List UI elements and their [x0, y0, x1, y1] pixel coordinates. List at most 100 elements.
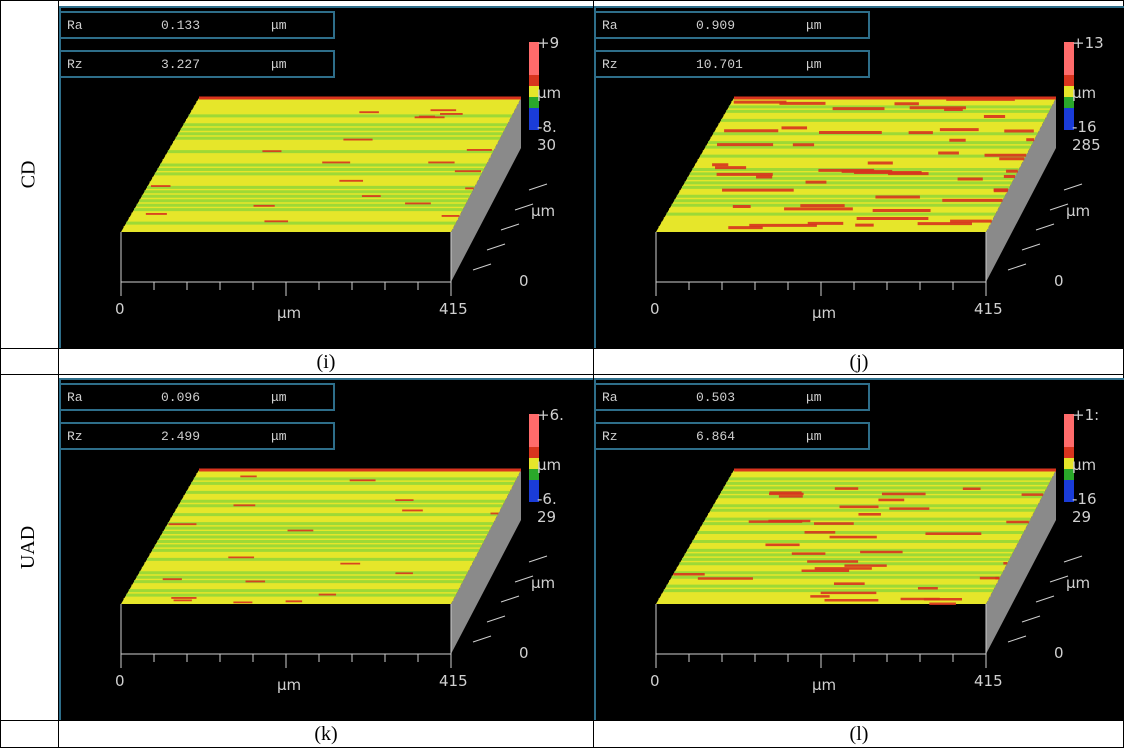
scale-unit-label: μm — [537, 84, 562, 102]
y-axis-zero: 0 — [519, 272, 529, 290]
scale-depth-label: 29 — [537, 508, 557, 526]
ra-readout: Ra 0.096 μm — [59, 383, 335, 411]
scale-depth-label: 30 — [537, 136, 557, 154]
color-scale-segment — [529, 491, 539, 502]
rz-label: Rz — [602, 429, 618, 444]
color-scale-segment — [529, 86, 539, 97]
color-scale-segment — [1064, 425, 1074, 436]
ra-unit: μm — [806, 18, 822, 33]
scale-unit-label: μm — [1072, 456, 1097, 474]
caption-i: (i) — [316, 350, 336, 373]
scale-bottom-label: -16 — [1072, 490, 1097, 508]
ra-value: 0.503 — [696, 390, 736, 405]
y-axis-tick — [1049, 575, 1069, 583]
color-scale-segment — [1064, 42, 1074, 53]
x-axis-start: 0 — [650, 300, 660, 318]
color-scale-segment — [529, 458, 539, 469]
surface-panel-j: Ra 0.909 μm Rz 10.701 μm +13 μm -16 285 … — [594, 6, 1124, 348]
rz-unit: μm — [271, 57, 287, 72]
rz-readout: Rz 6.864 μm — [594, 422, 870, 450]
y-axis-zero: 0 — [1054, 644, 1064, 662]
y-axis-tick — [472, 263, 492, 271]
color-scale-segment — [529, 480, 539, 491]
ra-readout: Ra 0.133 μm — [59, 11, 335, 39]
x-axis-start: 0 — [115, 672, 125, 690]
scale-depth-label: 29 — [1072, 508, 1092, 526]
ra-readout: Ra 0.503 μm — [594, 383, 870, 411]
color-scale-segment — [1064, 491, 1074, 502]
x-axis-start: 0 — [650, 672, 660, 690]
surface-panel-i: Ra 0.133 μm Rz 3.227 μm +9 μm -8. 30 μm … — [59, 6, 593, 348]
y-axis-tick — [1035, 595, 1055, 603]
panel-frame-top — [594, 6, 1124, 8]
panel-frame-left — [59, 378, 61, 720]
scale-top-label: +9 — [537, 34, 560, 52]
color-scale-segment — [529, 42, 539, 53]
surface-3d-plot — [655, 414, 1083, 668]
color-scale-segment — [1064, 458, 1074, 469]
y-axis-tick — [528, 555, 548, 563]
y-axis-zero: 0 — [1054, 272, 1064, 290]
y-axis-tick — [500, 595, 520, 603]
surface-panel-k: Ra 0.096 μm Rz 2.499 μm +6. μm -6. 29 μm… — [59, 378, 593, 720]
ra-unit: μm — [271, 18, 287, 33]
y-axis-tick — [1007, 263, 1027, 271]
x-axis-start: 0 — [115, 300, 125, 318]
color-scale-segment — [529, 53, 539, 64]
color-scale-segment — [1064, 436, 1074, 447]
surface-side-face — [451, 470, 521, 654]
y-axis-unit: μm — [1066, 202, 1091, 220]
y-axis-tick — [1063, 183, 1083, 191]
ra-unit: μm — [806, 390, 822, 405]
y-axis-tick — [1021, 615, 1041, 623]
x-axis-end: 415 — [974, 672, 1003, 690]
y-axis-tick — [1049, 203, 1069, 211]
scale-top-label: +6. — [537, 406, 564, 424]
surface-panel-l: Ra 0.503 μm Rz 6.864 μm +1: μm -16 29 μm… — [594, 378, 1124, 720]
panel-frame-left — [594, 378, 596, 720]
color-scale-segment — [1064, 97, 1074, 108]
color-scale-segment — [1064, 86, 1074, 97]
scale-bottom-label: -6. — [537, 490, 557, 508]
surface-3d-plot — [120, 414, 548, 668]
rz-value: 10.701 — [696, 57, 743, 72]
rz-readout: Rz 2.499 μm — [59, 422, 335, 450]
surface-side-face — [986, 98, 1056, 282]
scale-unit-label: μm — [1072, 84, 1097, 102]
y-axis-tick — [528, 183, 548, 191]
panel-frame-left — [59, 6, 61, 348]
surface-side-face — [451, 98, 521, 282]
color-scale-segment — [529, 447, 539, 458]
rz-label: Rz — [67, 429, 83, 444]
rz-value: 2.499 — [161, 429, 201, 444]
rz-label: Rz — [602, 57, 618, 72]
scale-top-label: +13 — [1072, 34, 1104, 52]
color-scale-segment — [1064, 414, 1074, 425]
color-scale-segment — [1064, 119, 1074, 130]
y-axis-tick — [514, 575, 534, 583]
color-scale-segment — [1064, 447, 1074, 458]
rz-readout: Rz 3.227 μm — [59, 50, 335, 78]
rz-value: 3.227 — [161, 57, 201, 72]
color-scale-segment — [529, 97, 539, 108]
color-scale-segment — [1064, 469, 1074, 480]
ra-label: Ra — [602, 18, 618, 33]
color-scale-segment — [529, 75, 539, 86]
rz-value: 6.864 — [696, 429, 736, 444]
scale-bottom-label: -16 — [1072, 118, 1097, 136]
ra-value: 0.909 — [696, 18, 736, 33]
row-label-cd: CD — [17, 160, 40, 188]
color-scale-segment — [529, 108, 539, 119]
rz-unit: μm — [806, 429, 822, 444]
ra-readout: Ra 0.909 μm — [594, 11, 870, 39]
rz-unit: μm — [806, 57, 822, 72]
ra-label: Ra — [602, 390, 618, 405]
y-axis-tick — [486, 615, 506, 623]
y-axis-unit: μm — [531, 574, 556, 592]
y-axis-tick — [472, 635, 492, 643]
rz-readout: Rz 10.701 μm — [594, 50, 870, 78]
color-scale-segment — [529, 119, 539, 130]
y-axis-tick — [514, 203, 534, 211]
color-scale-segment — [529, 64, 539, 75]
row-label-uad: UAD — [17, 525, 40, 570]
